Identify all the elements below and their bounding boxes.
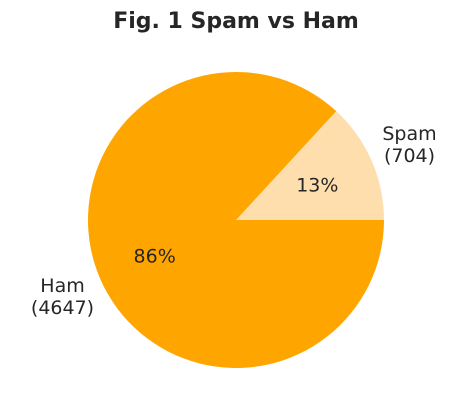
pie-slice-ham <box>87 71 384 368</box>
slice-label-spam: Spam (704) <box>382 123 436 167</box>
slice-name-spam: Spam <box>382 123 436 145</box>
pie-slices <box>87 71 385 368</box>
slice-label-ham: Ham (4647) <box>31 275 94 319</box>
slice-count-spam: (704) <box>384 145 435 167</box>
slice-name-ham: Ham <box>40 275 84 297</box>
pie-labels: 13% Spam (704) 86% Ham (4647) <box>31 123 437 319</box>
slice-count-ham: (4647) <box>31 297 94 319</box>
percent-label-spam: 13% <box>296 174 338 196</box>
percent-label-ham: 86% <box>134 246 176 268</box>
chart-title: Fig. 1 Spam vs Ham <box>113 9 359 34</box>
pie-slice-spam <box>236 111 385 220</box>
